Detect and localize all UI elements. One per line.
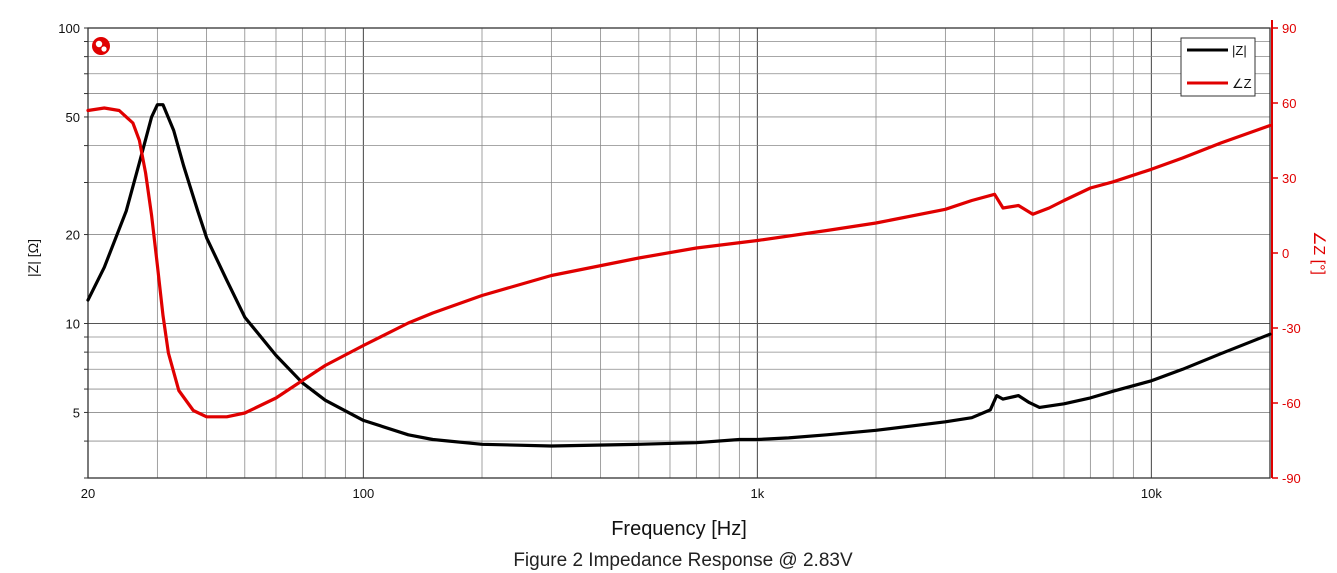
y-left-axis-title: |Z| [Ω]	[25, 239, 41, 277]
y-right-tick-label: -30	[1282, 321, 1301, 336]
y-left-tick-label: 50	[66, 110, 80, 125]
legend: |Z| ∠Z	[1180, 37, 1256, 97]
y-left-tick-label: 10	[66, 316, 80, 331]
x-tick-label: 1k	[751, 486, 765, 501]
legend-label-z: |Z|	[1232, 43, 1247, 58]
y-right-tick-label: 60	[1282, 96, 1296, 111]
series-lines	[86, 103, 1272, 448]
x-tick-label: 100	[353, 486, 375, 501]
figure-caption: Figure 2 Impedance Response @ 2.83V	[513, 550, 853, 571]
y-right-tick-label: 90	[1282, 21, 1296, 36]
y-right-tick-label: -60	[1282, 396, 1301, 411]
impedance-phase-line	[86, 106, 1272, 419]
x-tick-label: 20	[81, 486, 95, 501]
tick-labels: 5 10 20 50 100 -90 -60 -30 0 30 60 90 20 100 1k 10k	[58, 21, 1301, 501]
x-axis-title: Frequency [Hz]	[611, 518, 747, 540]
y-right-axis-title: ∠Z [°]	[1310, 231, 1327, 275]
y-left-tick-label: 100	[58, 21, 80, 36]
impedance-magnitude-line	[86, 103, 1272, 448]
y-left-tick-label: 20	[66, 228, 80, 243]
axes	[84, 20, 1278, 479]
y-right-tick-label: -90	[1282, 471, 1301, 486]
y-right-tick-label: 30	[1282, 171, 1296, 186]
legend-box	[1180, 37, 1256, 97]
y-right-tick-label: 0	[1282, 246, 1289, 261]
grid	[87, 28, 1271, 479]
legend-label-phase: ∠Z	[1232, 76, 1252, 91]
x-tick-label: 10k	[1141, 486, 1162, 501]
y-left-tick-label: 5	[73, 405, 80, 420]
brand-logo-icon	[92, 37, 110, 55]
plot-frame	[87, 27, 1271, 479]
